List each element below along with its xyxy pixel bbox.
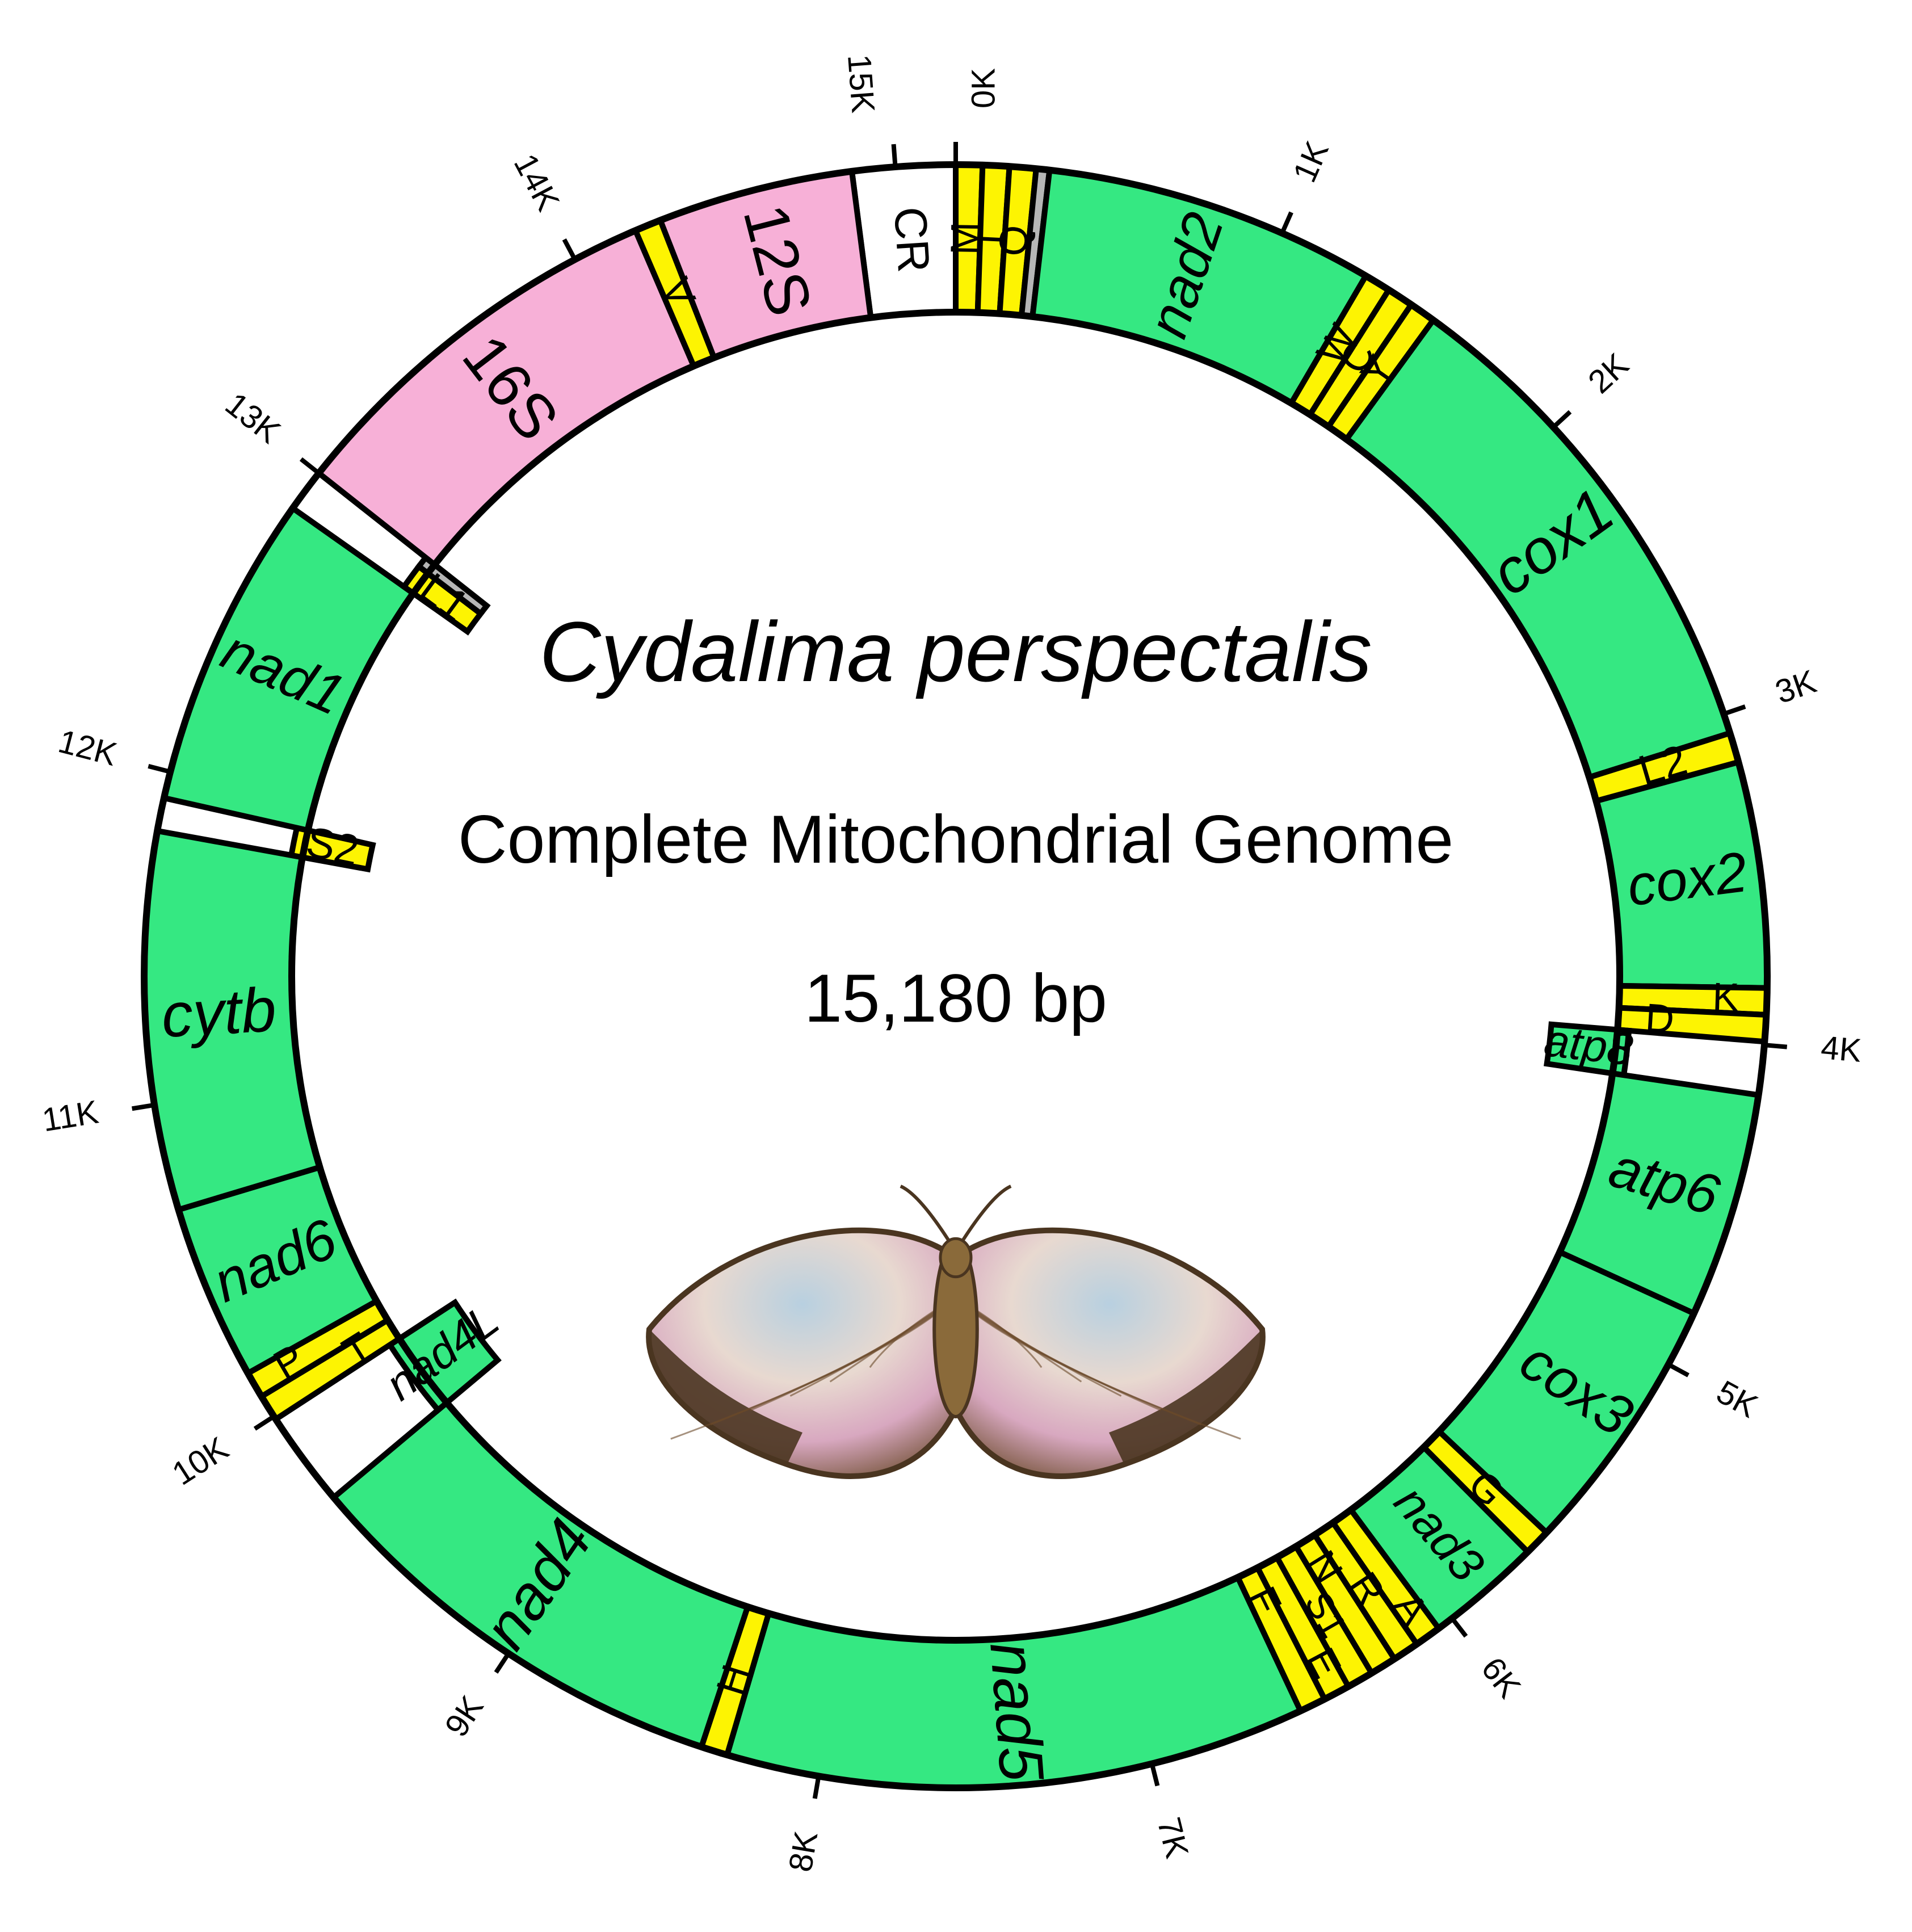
- tick-label-4K: 4K: [1819, 1029, 1863, 1069]
- tick-label-0K: 0K: [965, 68, 1002, 108]
- center-line3: 15,180 bp: [804, 960, 1107, 1036]
- label-nad5: nad5: [977, 1640, 1057, 1784]
- label-trnQ: Q: [990, 224, 1037, 258]
- tick-15K: [894, 144, 896, 167]
- label-CR: CR: [885, 205, 939, 274]
- center-line2: Complete Mitochondrial Genome: [458, 801, 1453, 877]
- tick-label-8K: 8K: [781, 1829, 825, 1875]
- label-trnD: D: [1644, 996, 1675, 1041]
- genome-map-stage: CRMIQnad2WCYcox1L2cox2KDatp8atp6cox3Gnad…: [0, 0, 1912, 1932]
- label-trnS2: S2: [302, 817, 363, 875]
- tick-label-15K: 15K: [841, 53, 882, 115]
- center-line1: Cydalima perspectalis: [539, 604, 1372, 699]
- label-atp8: atp8: [1542, 1015, 1636, 1075]
- label-cytb: cytb: [159, 975, 278, 1051]
- label-trnK: K: [1712, 975, 1739, 1019]
- genome-map-svg: CRMIQnad2WCYcox1L2cox2KDatp8atp6cox3Gnad…: [0, 0, 1912, 1932]
- tick-4K: [1764, 1045, 1787, 1047]
